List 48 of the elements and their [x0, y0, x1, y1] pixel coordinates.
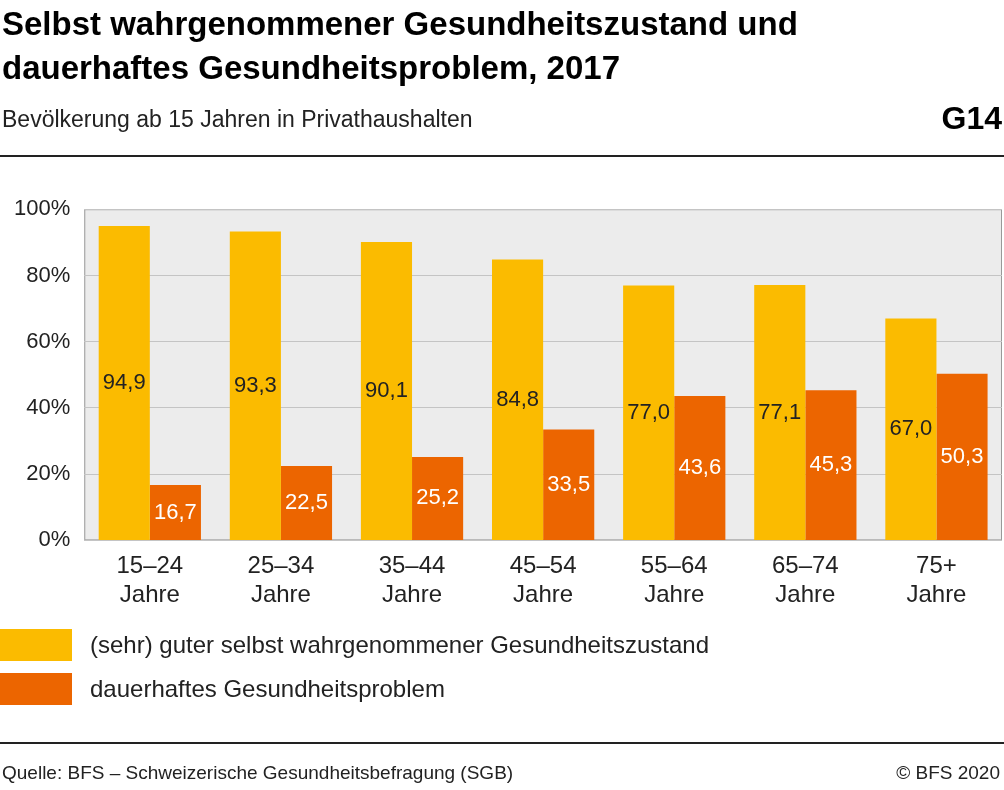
y-tick-label: 20% [26, 460, 71, 486]
data-label: 22,5 [285, 488, 328, 514]
source-note: Quelle: BFS – Schweizerische Gesundheitsbefragung (SGB) [2, 762, 514, 784]
chart-title: Selbst wahrgenommener Gesundheitszustand und dauerhaftes Gesundheitsproblem, 2017 [2, 4, 799, 88]
bar [754, 285, 806, 540]
data-label: 77,0 [627, 398, 671, 424]
x-tick-label: 35–44 Jahre [378, 551, 446, 608]
legend-label: dauerhaftes Gesundheitsproblem [90, 675, 445, 703]
data-label: 90,1 [365, 377, 408, 403]
x-tick-label: 55–64 Jahre [640, 551, 708, 608]
x-tick-label: 25–34 Jahre [247, 551, 315, 608]
data-label: 25,2 [416, 484, 460, 510]
data-label: 43,6 [678, 454, 722, 480]
data-label: 33,5 [547, 470, 591, 496]
data-label: 16,7 [153, 498, 197, 524]
x-tick-label: 65–74 Jahre [771, 551, 839, 608]
bar [623, 285, 675, 540]
bar [492, 259, 544, 540]
x-tick-label: 45–54 Jahre [509, 551, 577, 608]
y-tick-label: 80% [26, 261, 71, 287]
x-tick-label: 75+ Jahre [906, 551, 967, 608]
text: © BFS 2020 [896, 762, 1000, 784]
y-tick-label: 40% [26, 393, 71, 419]
bar [674, 396, 726, 540]
data-label: 67,0 [889, 415, 933, 441]
data-label: 93,3 [233, 371, 277, 397]
y-tick-label: 100% [13, 195, 71, 221]
text: G14 [941, 100, 1002, 137]
bar [543, 429, 595, 540]
data-label: 84,8 [496, 385, 539, 411]
data-label: 50,3 [940, 442, 984, 468]
y-tick-label: 0% [38, 526, 71, 552]
data-label: 77,1 [758, 398, 802, 424]
x-tick-label: 15–24 Jahre [116, 551, 184, 608]
data-label: 94,9 [102, 369, 146, 395]
bar [412, 456, 464, 540]
bar [360, 241, 413, 540]
bar [229, 231, 281, 540]
y-tick-label: 60% [26, 327, 71, 353]
chart-subtitle: Bevölkerung ab 15 Jahren in Privathaushalten [2, 106, 473, 133]
bar [280, 465, 333, 540]
data-label: 45,3 [809, 451, 853, 477]
bar [98, 226, 150, 540]
legend-label: (sehr) guter selbst wahrgenommener Gesundheitszustand [90, 631, 709, 659]
bar [149, 485, 201, 540]
bar [885, 318, 937, 540]
bar [805, 390, 857, 540]
bar [936, 373, 988, 540]
